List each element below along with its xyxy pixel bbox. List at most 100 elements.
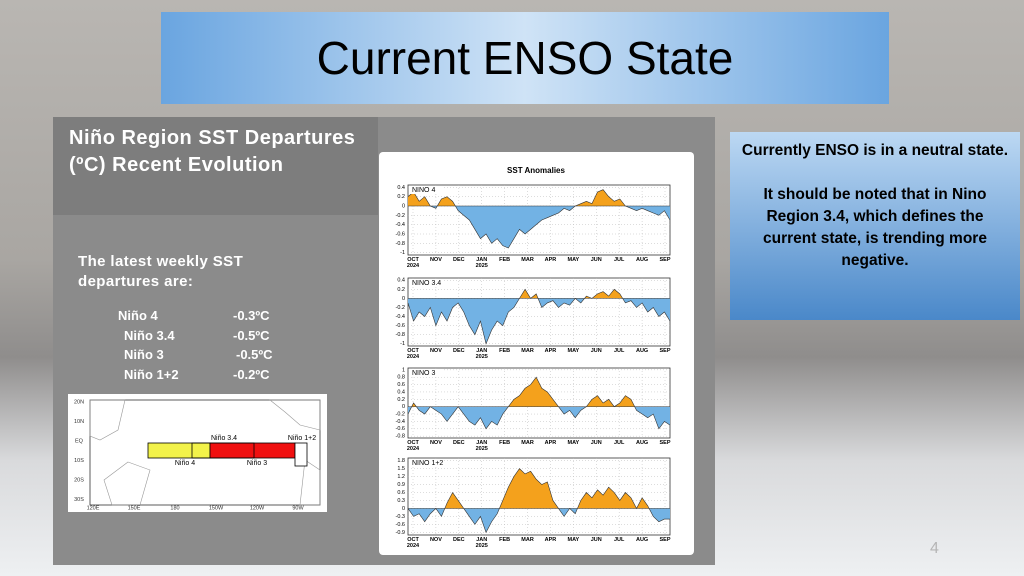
y-tick-label: -0.4 — [396, 314, 405, 320]
rname: Niño 4 — [118, 308, 158, 323]
lat-label: 10S — [74, 458, 84, 464]
x-tick-label: OCT 2024 — [407, 348, 420, 360]
lat-label: 20N — [74, 399, 84, 405]
plot-frame — [407, 457, 671, 536]
y-tick-label: -0.6 — [396, 323, 405, 329]
x-tick-label: NOV — [430, 537, 442, 543]
x-tick-label: DEC — [453, 348, 465, 354]
x-tick-label: NOV — [430, 257, 442, 263]
x-tick-label: APR — [545, 348, 557, 354]
y-tick-label: -0.2 — [396, 213, 405, 219]
x-tick-label: JAN 2025 — [476, 348, 488, 360]
anomaly-line — [407, 376, 671, 430]
y-tick-label: -0.3 — [396, 514, 405, 520]
y-tick-label: 0.4 — [397, 278, 405, 284]
x-tick-label: JAN 2025 — [476, 257, 488, 269]
y-tick-label: 0.4 — [397, 389, 405, 395]
coastline — [89, 399, 321, 506]
x-tick-label: AUG — [636, 348, 648, 354]
x-tick-label: OCT 2024 — [407, 440, 420, 452]
x-tick-label: SEP — [659, 537, 670, 543]
x-tick-label: DEC — [453, 537, 465, 543]
y-tick-label: -0.8 — [396, 241, 405, 247]
y-tick-label: 1.8 — [397, 458, 405, 464]
x-tick-label: JUL — [614, 348, 625, 354]
rname: Niño 3.4 — [124, 327, 175, 343]
rval: -0.2ºC — [233, 366, 270, 382]
region-box-label: Niño 3.4 — [211, 435, 237, 442]
x-tick-label: MAR — [521, 440, 534, 446]
y-tick-label: 1.5 — [397, 466, 405, 472]
y-tick-label: 0.8 — [397, 375, 405, 381]
panel-heading: Niño Region SST Departures (ºC) Recent E… — [53, 117, 378, 215]
x-tick-label: APR — [545, 257, 557, 263]
y-tick-label: 0 — [402, 296, 405, 302]
note-box: Currently ENSO is in a neutral state. It… — [730, 132, 1020, 320]
x-tick-label: AUG — [636, 257, 648, 263]
rval: -0.5ºC — [236, 347, 273, 362]
x-tick-label: NOV — [430, 348, 442, 354]
page-number: 4 — [930, 540, 939, 557]
y-tick-label: -0.6 — [396, 231, 405, 237]
x-tick-label: JUL — [614, 537, 625, 543]
y-tick-label: 0 — [402, 506, 405, 512]
lon-label: 150E — [128, 505, 141, 511]
y-tick-label: 0.6 — [397, 490, 405, 496]
chart-name: NINO 3 — [412, 370, 435, 377]
lon-label: 150W — [209, 505, 224, 511]
label-bg — [410, 279, 444, 287]
chart-name: NINO 1+2 — [412, 460, 443, 467]
y-tick-label: 0 — [402, 203, 405, 209]
positive-area — [408, 468, 670, 509]
region-box — [191, 442, 255, 459]
x-tick-label: JUN — [591, 440, 602, 446]
y-tick-label: 0 — [402, 404, 405, 410]
x-tick-label: APR — [545, 440, 557, 446]
label-bg — [410, 186, 444, 194]
y-tick-label: 0.2 — [397, 397, 405, 403]
y-tick-label: 0.4 — [397, 185, 405, 191]
positive-area — [408, 189, 670, 206]
x-tick-label: MAR — [521, 348, 534, 354]
y-tick-label: -0.9 — [396, 530, 405, 536]
x-tick-label: APR — [545, 537, 557, 543]
plot-frame — [407, 367, 671, 439]
x-tick-label: MAY — [568, 440, 580, 446]
y-tick-label: -0.2 — [396, 305, 405, 311]
rname: Niño 3 — [124, 347, 164, 362]
y-tick-label: -0.2 — [396, 412, 405, 418]
y-tick-label: 0.3 — [397, 498, 405, 504]
lon-label: 90W — [292, 505, 304, 511]
positive-area — [408, 377, 670, 407]
x-tick-label: FEB — [499, 537, 510, 543]
y-tick-label: 0.9 — [397, 482, 405, 488]
y-tick-label: -1 — [400, 341, 405, 347]
negative-area — [408, 406, 670, 429]
lon-label: 120W — [250, 505, 265, 511]
x-tick-label: MAR — [521, 257, 534, 263]
y-tick-label: -0.6 — [396, 522, 405, 528]
region-box-label: Niño 4 — [175, 460, 195, 467]
x-tick-label: MAY — [568, 348, 580, 354]
intro-text: The latest weekly SST departures are: — [78, 253, 244, 290]
x-tick-label: OCT 2024 — [407, 257, 420, 269]
x-tick-label: JUN — [591, 257, 602, 263]
y-tick-label: 1.2 — [397, 474, 405, 480]
chart-name: NINO 4 — [412, 187, 435, 194]
region-box — [294, 442, 308, 467]
y-tick-label: -1 — [400, 250, 405, 256]
lat-label: 10N — [74, 419, 84, 425]
chart-suptitle: SST Anomalies — [507, 166, 565, 175]
x-tick-label: JUL — [614, 257, 625, 263]
y-tick-label: -0.6 — [396, 426, 405, 432]
x-tick-label: MAR — [521, 537, 534, 543]
lat-label: 30S — [74, 497, 84, 503]
lat-label: 20S — [74, 477, 84, 483]
note-line: It should be noted that in Nino Region 3… — [763, 186, 987, 269]
y-tick-label: 1 — [402, 367, 405, 373]
x-tick-label: JAN 2025 — [476, 537, 488, 549]
x-tick-label: JUN — [591, 348, 602, 354]
negative-area — [408, 206, 670, 248]
